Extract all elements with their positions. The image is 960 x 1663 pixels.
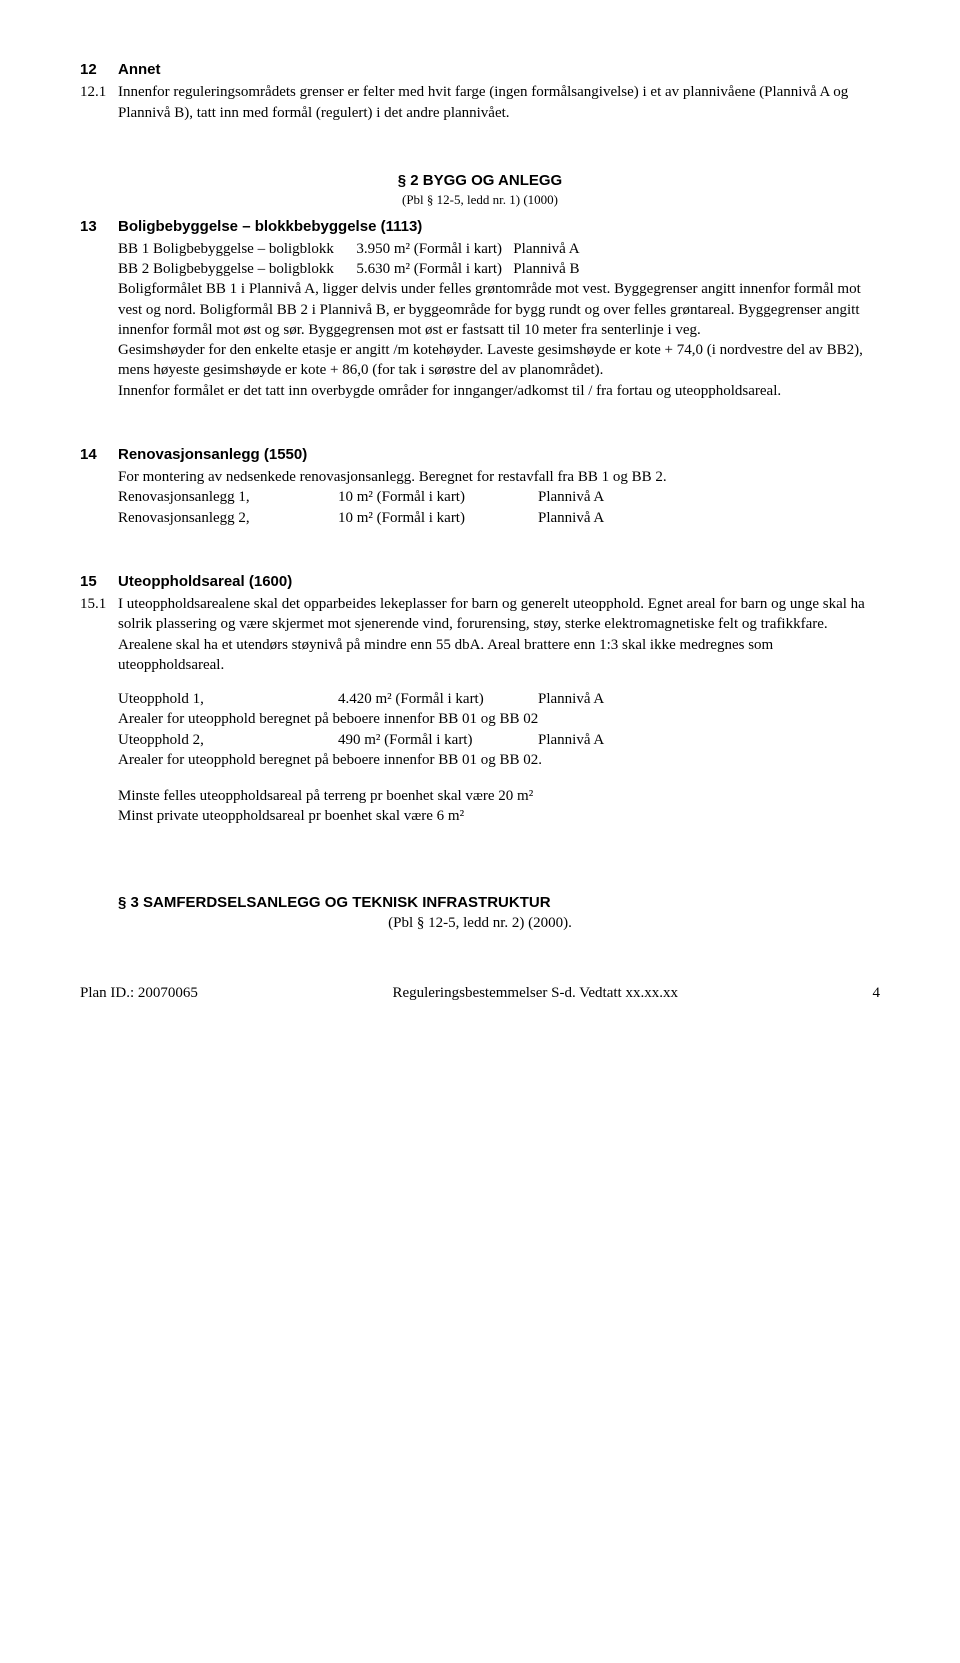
cell: 490 m² (Formål i kart) [338, 730, 538, 750]
chapter-2-ref: (Pbl § 12-5, ledd nr. 1) (1000) [80, 191, 880, 209]
renovasjon-row-2: Renovasjonsanlegg 2, 10 m² (Formål i kar… [118, 508, 880, 528]
cell: Plannivå A [538, 508, 880, 528]
chapter-3-title: § 3 SAMFERDSELSANLEGG OG TEKNISK INFRAST… [118, 893, 880, 913]
section-number: 14 [80, 445, 118, 465]
footer-page-number: 4 [873, 983, 881, 1003]
cell: Renovasjonsanlegg 1, [118, 487, 338, 507]
section-number: 13 [80, 217, 118, 237]
section-14-header: 14 Renovasjonsanlegg (1550) [80, 445, 880, 465]
cell: Uteopphold 1, [118, 689, 338, 709]
cell: 10 m² (Formål i kart) [338, 487, 538, 507]
section-title: Annet [118, 60, 161, 80]
cell: Plannivå A [538, 730, 880, 750]
chapter-3-ref: (Pbl § 12-5, ledd nr. 2) (2000). [80, 913, 880, 933]
s13-body3: Innenfor formålet er det tatt inn overby… [118, 381, 880, 401]
section-number: 15 [80, 572, 118, 592]
subsection-number: 12.1 [80, 82, 118, 102]
section-15-1: 15.1 I uteoppholdsarealene skal det oppa… [80, 594, 880, 675]
cell: Uteopphold 2, [118, 730, 338, 750]
cell: 10 m² (Formål i kart) [338, 508, 538, 528]
s13-body1: Boligformålet BB 1 i Plannivå A, ligger … [118, 279, 880, 340]
section-12-1: 12.1 Innenfor reguleringsområdets grense… [80, 82, 880, 123]
cell: 4.420 m² (Formål i kart) [338, 689, 538, 709]
section-12-header: 12 Annet [80, 60, 880, 80]
chapter-2-title: § 2 BYGG OG ANLEGG [80, 171, 880, 191]
page-footer: Plan ID.: 20070065 Reguleringsbestemmels… [80, 983, 880, 1003]
cell: Plannivå A [538, 689, 880, 709]
bb2-line: BB 2 Boligbebyggelse – boligblokk 5.630 … [118, 259, 880, 279]
uteopphold-1-body: Arealer for uteopphold beregnet på beboe… [118, 709, 880, 729]
section-title: Boligbebyggelse – blokkbebyggelse (1113) [118, 217, 422, 237]
min-felles: Minste felles uteoppholdsareal på terren… [118, 786, 880, 806]
uteopphold-row-2: Uteopphold 2, 490 m² (Formål i kart) Pla… [118, 730, 880, 750]
subsection-number: 15.1 [80, 594, 118, 614]
uteopphold-2-body: Arealer for uteopphold beregnet på beboe… [118, 750, 880, 770]
renovasjon-row-1: Renovasjonsanlegg 1, 10 m² (Formål i kar… [118, 487, 880, 507]
bb1-line: BB 1 Boligbebyggelse – boligblokk 3.950 … [118, 239, 880, 259]
footer-center: Reguleringsbestemmelser S-d. Vedtatt xx.… [392, 983, 678, 1003]
footer-left: Plan ID.: 20070065 [80, 983, 198, 1003]
cell: Plannivå A [538, 487, 880, 507]
section-title: Uteoppholdsareal (1600) [118, 572, 292, 592]
s14-body: For montering av nedsenkede renovasjonsa… [118, 467, 880, 487]
section-13-header: 13 Boligbebyggelse – blokkbebyggelse (11… [80, 217, 880, 237]
section-title: Renovasjonsanlegg (1550) [118, 445, 307, 465]
uteopphold-row-1: Uteopphold 1, 4.420 m² (Formål i kart) P… [118, 689, 880, 709]
min-private: Minst private uteoppholdsareal pr boenhe… [118, 806, 880, 826]
subsection-body: Innenfor reguleringsområdets grenser er … [118, 82, 880, 123]
cell: Renovasjonsanlegg 2, [118, 508, 338, 528]
section-15-header: 15 Uteoppholdsareal (1600) [80, 572, 880, 592]
s13-body2: Gesimshøyder for den enkelte etasje er a… [118, 340, 880, 381]
subsection-body: I uteoppholdsarealene skal det opparbeid… [118, 594, 880, 675]
section-number: 12 [80, 60, 118, 80]
